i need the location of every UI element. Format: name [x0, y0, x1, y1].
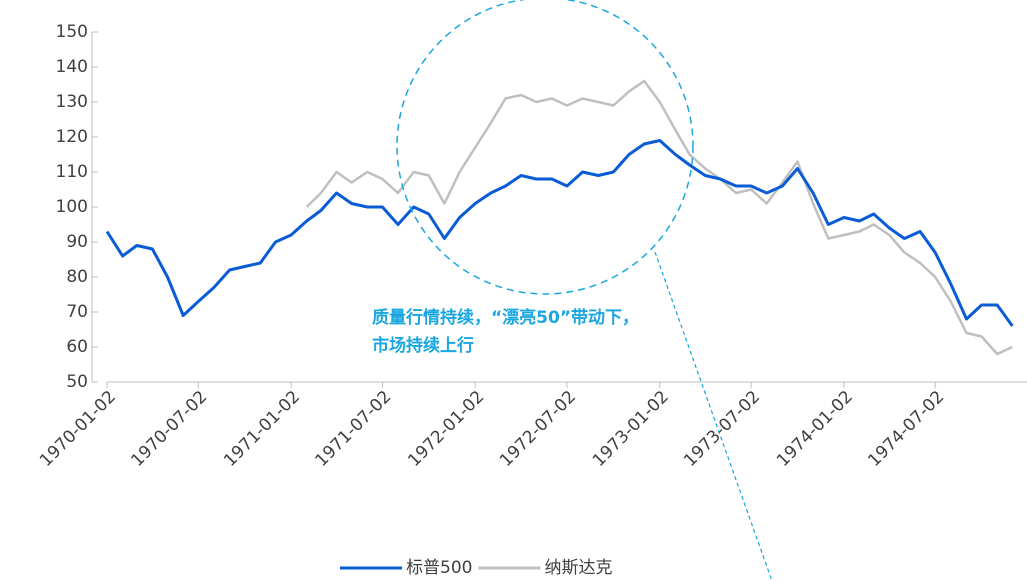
x-tick-label: 1972-01-02 [404, 387, 488, 471]
y-tick-label: 150 [56, 22, 88, 42]
y-tick-label: 80 [66, 267, 88, 287]
x-tick-label: 1972-07-02 [496, 387, 580, 471]
legend-label: 纳斯达克 [544, 558, 612, 578]
y-tick-label: 100 [56, 197, 88, 217]
highlight-circle [396, 0, 694, 295]
x-tick-label: 1974-07-02 [864, 387, 948, 471]
y-tick-label: 110 [56, 162, 88, 182]
pointer-line [654, 251, 773, 581]
y-tick-label: 60 [66, 337, 88, 357]
x-tick-label: 1971-01-02 [220, 387, 304, 471]
annotation: 市场持续上行 [372, 335, 474, 356]
series-line [105, 139, 1014, 327]
x-tick-label: 1970-07-02 [127, 387, 211, 471]
x-tick-label: 1970-01-02 [36, 387, 120, 471]
y-tick-label: 90 [66, 232, 88, 252]
x-tick-label: 1971-07-02 [311, 387, 395, 471]
y-tick-label: 70 [66, 302, 88, 322]
x-tick-label: 1973-01-02 [589, 387, 673, 471]
y-tick-label: 130 [56, 92, 88, 112]
annotation: 质量行情持续，“漂亮50”带动下， [372, 307, 639, 328]
y-tick-label: 50 [66, 372, 88, 392]
legend-label: 标普500 [406, 558, 472, 578]
y-tick-label: 140 [56, 57, 88, 77]
x-tick-label: 1974-01-02 [773, 387, 857, 471]
y-tick-label: 120 [56, 127, 88, 147]
series-line [305, 79, 1013, 356]
legend: 标普500 纳斯达克 [340, 558, 612, 578]
x-tick-label: 1973-07-02 [680, 387, 764, 471]
